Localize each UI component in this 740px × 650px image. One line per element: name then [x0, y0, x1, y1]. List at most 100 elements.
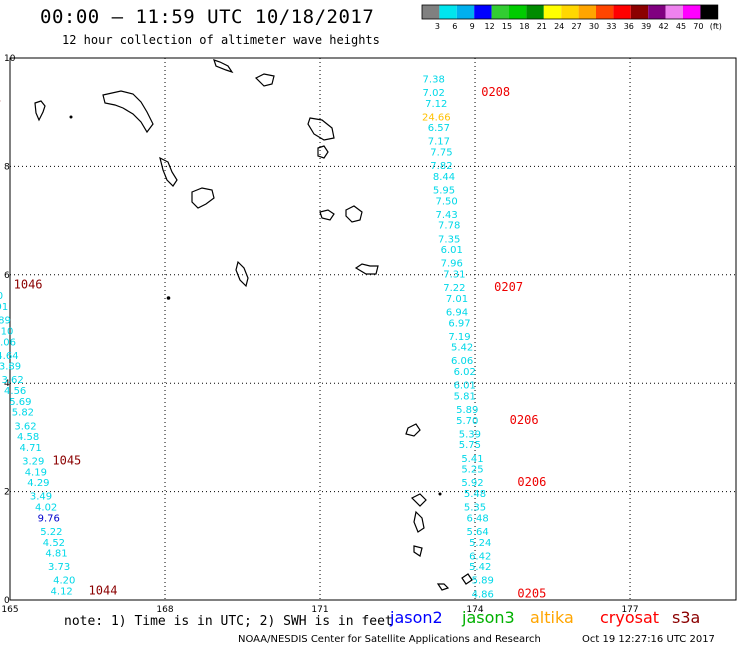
plot-frame	[9, 57, 737, 601]
mission-cryosat: cryosat	[600, 608, 660, 627]
wave-height-value: 5.70	[456, 416, 478, 427]
wave-height-value: 6.42	[469, 551, 491, 562]
wave-height-value: 5.25	[461, 465, 483, 476]
wave-height-value: 3.62	[14, 421, 36, 432]
axis-ticks: 165 168 171 174 177 0 2 4 6 8 10	[1, 54, 638, 615]
map-title: 00:00 – 11:59 UTC 10/18/2017	[40, 6, 375, 28]
y-tick-label: 6	[4, 271, 10, 281]
legend-label: 30	[589, 22, 599, 31]
legend-swatch	[561, 5, 579, 19]
island-outline	[213, 59, 234, 74]
track-layer: 4.124.20 3.73 4.814.525.22 9.764.023.49 4.29…	[0, 74, 546, 600]
legend-label: 36	[624, 22, 634, 31]
legend-label: 3	[435, 22, 440, 31]
time-label: 0205	[517, 586, 546, 600]
mission-jason3: jason3	[462, 608, 515, 627]
x-tick-label: 168	[156, 605, 173, 615]
island-dot	[69, 115, 73, 119]
y-tick-label: 2	[4, 488, 10, 498]
wave-height-value: 7.02	[423, 88, 445, 99]
wave-height-value: 3.73	[48, 562, 70, 573]
wave-height-value: 6.94	[446, 307, 468, 318]
wave-height-value: 4.64	[0, 351, 19, 362]
island-outline	[34, 100, 46, 122]
legend-swatch	[613, 5, 631, 19]
wave-height-value: 7.43	[435, 210, 457, 221]
y-tick-label: 0	[4, 596, 10, 606]
map-grid	[9, 57, 737, 601]
wave-height-value: 5.89	[472, 576, 494, 587]
legend-swatch	[665, 5, 683, 19]
time-label: 1047	[0, 98, 1, 112]
legend-label: 6	[452, 22, 457, 31]
x-tick-label: 177	[621, 605, 638, 615]
wave-height-value: 5.39	[459, 429, 481, 440]
legend-swatch	[509, 5, 527, 19]
x-tick-label: 171	[311, 605, 328, 615]
time-label: 0208	[481, 85, 510, 99]
wave-height-value: 5.35	[464, 503, 486, 514]
x-tick-label: 165	[1, 605, 18, 615]
mission-s3a: s3a	[672, 608, 701, 627]
wave-height-value: 5.75	[459, 440, 481, 451]
wave-height-value: 5.82	[12, 408, 34, 419]
wave-height-value: 7.38	[423, 74, 445, 85]
wave-height-value: 7.12	[425, 99, 447, 110]
wave-height-value: 4.86	[472, 589, 494, 600]
wave-height-value: 4.71	[20, 443, 42, 454]
island-outline	[102, 90, 154, 134]
wave-height-value: 6.06	[451, 356, 473, 367]
wave-height-value: 4.19	[25, 467, 47, 478]
wave-height-value: 4.56	[4, 386, 26, 397]
time-label: 1045	[52, 454, 81, 468]
legend-label: 12	[485, 22, 495, 31]
island-dot	[438, 492, 442, 496]
wave-height-value: 4.81	[45, 549, 67, 560]
wave-height-value: 7.78	[438, 221, 460, 232]
wave-height-value: 7.31	[443, 270, 465, 281]
wave-height-value: 5.81	[454, 391, 476, 402]
wave-height-value: 5.69	[9, 397, 31, 408]
wave-height-value: 4.52	[43, 538, 65, 549]
wave-height-value: 7.50	[435, 196, 457, 207]
wave-height-value: 6.01	[441, 245, 463, 256]
legend-swatch	[683, 5, 701, 19]
wave-height-value: 7.35	[438, 234, 460, 245]
wave-height-value: 4.58	[17, 432, 39, 443]
island-outline	[191, 187, 215, 209]
wave-height-value: 4.02	[35, 503, 57, 514]
wave-height-value: 4.30	[0, 291, 3, 302]
y-tick-label: 8	[4, 162, 10, 172]
legend-frame	[421, 4, 719, 20]
wave-height-value: 7.82	[430, 161, 452, 172]
wave-height-value: 24.66	[422, 112, 451, 123]
wave-height-value: 6.97	[448, 318, 470, 329]
island-outline	[307, 117, 335, 141]
wave-height-value: 3.06	[0, 337, 16, 348]
legend-swatch	[648, 5, 666, 19]
legend-swatch	[578, 5, 596, 19]
wave-height-value: 3.62	[1, 375, 23, 386]
wave-height-value: 4.89	[0, 316, 11, 327]
island-outline	[254, 73, 275, 87]
island-outline	[436, 583, 450, 591]
wave-height-value: 6.02	[454, 367, 476, 378]
legend-swatch	[630, 5, 649, 19]
legend-label: 39	[641, 22, 651, 31]
wave-height-value: 5.64	[466, 527, 488, 538]
wave-height-value: 7.75	[430, 148, 452, 159]
wave-height-value: 6.57	[428, 123, 450, 134]
legend-swatch	[596, 5, 614, 19]
island-outline	[235, 260, 249, 288]
credit-line: NOAA/NESDIS Center for Satellite Applica…	[238, 634, 541, 645]
mission-jason2: jason2	[390, 608, 443, 627]
y-tick-label: 10	[4, 54, 16, 64]
island-outline	[410, 493, 427, 507]
x-tick-label: 174	[466, 605, 483, 615]
island-outline	[319, 209, 335, 221]
wave-height-value: 4.12	[51, 587, 73, 598]
legend-swatch	[543, 5, 562, 19]
wave-height-value: 8.44	[433, 172, 455, 183]
wave-height-value: 5.24	[469, 538, 491, 549]
